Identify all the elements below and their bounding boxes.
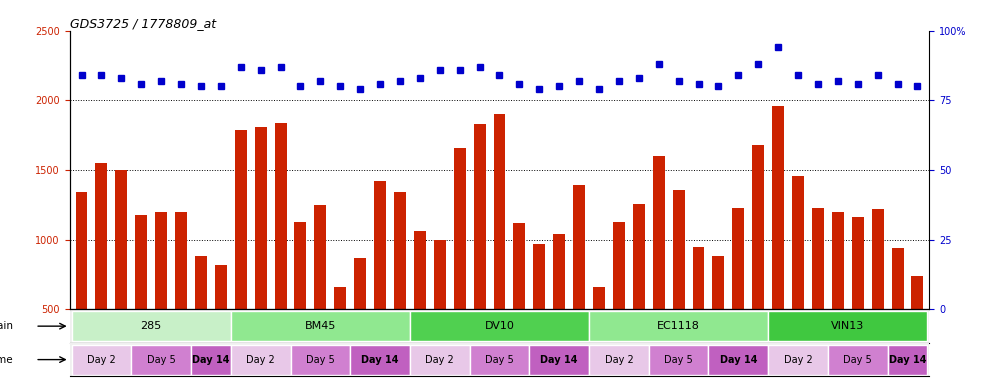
Bar xyxy=(473,124,485,379)
FancyBboxPatch shape xyxy=(410,344,469,375)
FancyBboxPatch shape xyxy=(589,311,768,341)
FancyBboxPatch shape xyxy=(768,311,927,341)
Bar xyxy=(534,244,546,379)
Bar xyxy=(673,190,685,379)
Text: Day 2: Day 2 xyxy=(87,354,115,364)
Bar xyxy=(613,222,625,379)
Bar xyxy=(394,192,406,379)
Text: time: time xyxy=(0,354,14,364)
Text: strain: strain xyxy=(0,321,14,331)
FancyBboxPatch shape xyxy=(410,311,589,341)
Bar xyxy=(852,217,864,379)
Bar xyxy=(175,212,187,379)
FancyBboxPatch shape xyxy=(72,311,231,341)
FancyBboxPatch shape xyxy=(649,344,709,375)
Bar xyxy=(115,170,127,379)
Bar xyxy=(215,265,227,379)
Bar xyxy=(574,185,585,379)
Bar xyxy=(414,232,425,379)
Bar xyxy=(235,130,247,379)
Bar xyxy=(633,204,645,379)
Bar xyxy=(832,212,844,379)
Bar xyxy=(593,287,605,379)
Bar xyxy=(453,148,465,379)
Text: Day 2: Day 2 xyxy=(247,354,275,364)
FancyBboxPatch shape xyxy=(191,344,231,375)
FancyBboxPatch shape xyxy=(828,344,888,375)
Bar xyxy=(354,258,366,379)
Bar xyxy=(653,156,665,379)
FancyBboxPatch shape xyxy=(469,344,530,375)
FancyBboxPatch shape xyxy=(589,344,649,375)
Text: Day 14: Day 14 xyxy=(541,354,578,364)
FancyBboxPatch shape xyxy=(72,344,131,375)
Bar xyxy=(155,212,167,379)
FancyBboxPatch shape xyxy=(231,311,410,341)
Text: BM45: BM45 xyxy=(305,321,336,331)
FancyBboxPatch shape xyxy=(530,344,589,375)
Bar xyxy=(792,175,804,379)
Bar xyxy=(195,257,207,379)
Text: Day 14: Day 14 xyxy=(192,354,230,364)
Bar xyxy=(314,205,326,379)
Bar xyxy=(135,215,147,379)
Bar xyxy=(514,223,526,379)
Text: Day 2: Day 2 xyxy=(604,354,633,364)
Bar xyxy=(812,208,824,379)
Text: Day 14: Day 14 xyxy=(889,354,926,364)
Bar xyxy=(772,106,784,379)
FancyBboxPatch shape xyxy=(131,344,191,375)
Text: Day 2: Day 2 xyxy=(783,354,812,364)
Bar xyxy=(733,208,745,379)
Bar xyxy=(294,222,306,379)
Text: Day 5: Day 5 xyxy=(664,354,693,364)
Text: Day 5: Day 5 xyxy=(843,354,872,364)
Bar xyxy=(374,181,386,379)
Bar xyxy=(872,209,884,379)
Bar xyxy=(693,247,705,379)
FancyBboxPatch shape xyxy=(350,344,410,375)
Bar xyxy=(76,192,87,379)
Bar xyxy=(95,163,107,379)
FancyBboxPatch shape xyxy=(290,344,350,375)
Text: Day 2: Day 2 xyxy=(425,354,454,364)
Bar xyxy=(892,248,904,379)
Bar xyxy=(254,127,266,379)
Text: EC1118: EC1118 xyxy=(657,321,700,331)
Bar xyxy=(433,240,445,379)
FancyBboxPatch shape xyxy=(709,344,768,375)
Bar xyxy=(713,257,725,379)
Text: Day 5: Day 5 xyxy=(485,354,514,364)
Bar xyxy=(554,234,566,379)
Text: Day 5: Day 5 xyxy=(147,354,176,364)
FancyBboxPatch shape xyxy=(231,344,290,375)
Text: 285: 285 xyxy=(140,321,162,331)
Text: Day 14: Day 14 xyxy=(720,354,757,364)
Text: Day 5: Day 5 xyxy=(306,354,335,364)
Bar xyxy=(911,276,923,379)
FancyBboxPatch shape xyxy=(768,344,828,375)
Text: GDS3725 / 1778809_at: GDS3725 / 1778809_at xyxy=(70,17,216,30)
Text: DV10: DV10 xyxy=(484,321,515,331)
Bar xyxy=(493,114,506,379)
Text: Day 14: Day 14 xyxy=(361,354,399,364)
Bar xyxy=(334,287,346,379)
FancyBboxPatch shape xyxy=(888,344,927,375)
Bar xyxy=(274,123,286,379)
Text: VIN13: VIN13 xyxy=(831,321,865,331)
Bar xyxy=(752,145,764,379)
